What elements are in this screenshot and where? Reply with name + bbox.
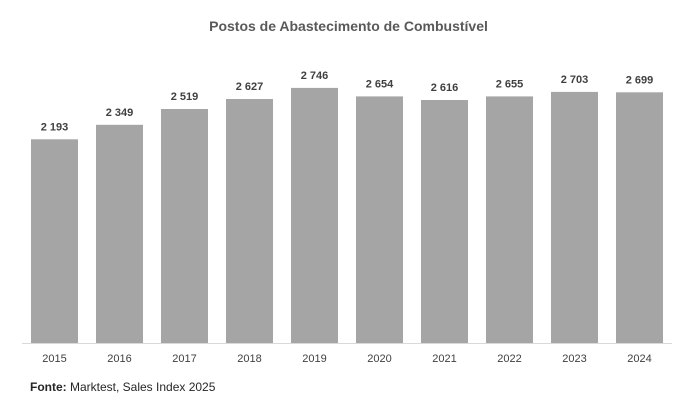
x-tick-label-2021: 2021 <box>432 353 456 365</box>
data-label-2024: 2 699 <box>626 74 654 86</box>
x-tick-label-2016: 2016 <box>107 353 131 365</box>
bars-group <box>31 87 663 344</box>
data-label-2018: 2 627 <box>236 81 264 93</box>
data-label-2019: 2 746 <box>301 70 329 82</box>
data-label-2021: 2 616 <box>431 82 459 94</box>
labels-group: 2 193 2015 2 349 2016 2 519 2017 2 627 2018 2 74… <box>41 70 654 365</box>
bar-2016 <box>96 124 143 343</box>
x-tick-label-2017: 2017 <box>172 353 196 365</box>
bar-2023 <box>551 91 598 344</box>
chart-title: Postos de Abastecimento de Combustível <box>209 18 488 34</box>
data-label-2020: 2 654 <box>366 78 394 90</box>
source-label: Fonte: <box>30 380 67 394</box>
data-label-2016: 2 349 <box>106 107 134 119</box>
data-label-2017: 2 519 <box>171 91 199 103</box>
data-label-2015: 2 193 <box>41 121 69 133</box>
x-tick-label-2024: 2024 <box>627 353 651 365</box>
x-tick-label-2018: 2018 <box>237 353 261 365</box>
x-tick-label-2019: 2019 <box>302 353 326 365</box>
x-tick-label-2015: 2015 <box>42 353 66 365</box>
x-tick-label-2023: 2023 <box>562 353 586 365</box>
bar-2017 <box>161 109 208 343</box>
data-label-2022: 2 655 <box>496 78 524 90</box>
x-tick-label-2020: 2020 <box>367 353 391 365</box>
bar-2021 <box>421 100 468 343</box>
bar-2018 <box>226 99 273 343</box>
bar-2024 <box>616 92 663 343</box>
bar-2022 <box>486 96 533 344</box>
source-note: Fonte: Marktest, Sales Index 2025 <box>30 380 215 394</box>
source-text: Marktest, Sales Index 2025 <box>66 380 216 394</box>
x-tick-label-2022: 2022 <box>497 353 521 365</box>
data-label-2023: 2 703 <box>561 74 589 86</box>
bar-2015 <box>31 139 78 343</box>
bar-2020 <box>356 96 403 344</box>
bar-2019 <box>291 87 338 344</box>
